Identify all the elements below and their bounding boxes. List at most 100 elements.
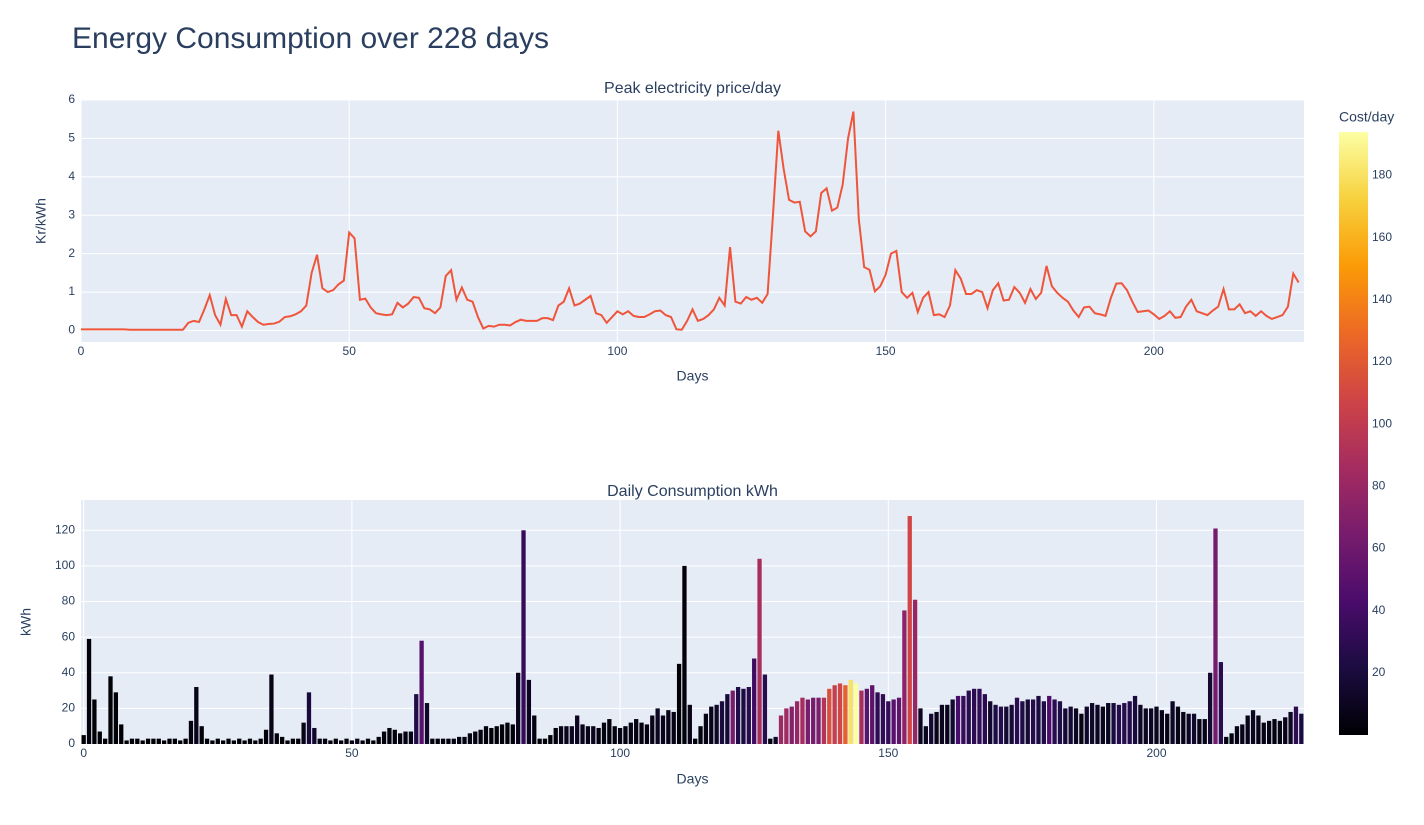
bar [360,740,365,744]
bar [156,738,161,744]
bar [1063,708,1068,744]
figure-title: Energy Consumption over 228 days [72,22,549,55]
bar [628,722,633,744]
bar [1025,699,1030,744]
bar [896,697,902,744]
bar [1181,711,1186,744]
y-tick-label: 1 [68,284,75,298]
bar [392,729,397,744]
bar [467,733,473,744]
bar [349,740,355,744]
bar [548,735,553,744]
bar [231,740,237,744]
bar [918,708,923,744]
bar [457,736,462,744]
y-tick-label: 2 [68,246,75,260]
bar [403,731,408,744]
bar [1165,713,1170,744]
bar [328,740,333,744]
bar [601,722,607,744]
y-tick-label: 0 [68,736,75,750]
bar [92,699,97,744]
bar [725,694,730,744]
bar [1293,706,1299,744]
bar [194,687,199,744]
bar [306,692,312,744]
y-tick-label: 20 [62,701,76,715]
x-tick-label: 0 [80,746,87,760]
bar [478,729,483,744]
bar [864,688,869,744]
bar [961,695,966,744]
bar [1084,706,1089,744]
bar [676,663,682,744]
bar [1116,704,1122,744]
bar [794,701,800,744]
bar [188,720,194,744]
bar [993,704,998,744]
x-tick-label: 0 [78,344,85,358]
bar [929,713,934,744]
bar [516,672,521,744]
bar [398,733,403,744]
y-tick-label: 3 [68,207,75,221]
y-tick-label: 100 [55,558,75,572]
bar [505,722,510,744]
bar [1207,672,1213,744]
x-tick-label: 200 [1146,746,1166,760]
subplot-title: Peak electricity price/day [604,80,781,97]
bar [1197,719,1202,744]
bar [1277,720,1283,744]
bar [639,722,644,744]
bar [655,708,660,744]
bar [204,738,210,744]
bar [623,726,628,744]
colorbar-tick-label: 80 [1372,479,1386,493]
bar [408,731,414,744]
bar [280,736,285,744]
bar [129,738,135,744]
bar [226,738,231,744]
colorbar-tick-label: 140 [1372,292,1392,306]
bar [988,701,993,744]
bar [693,738,698,744]
bar [870,685,875,744]
bar [440,738,446,744]
bar [768,738,773,744]
bar [1052,699,1057,744]
bar [843,685,848,744]
bar [199,726,204,744]
colorbar-tick-label: 160 [1372,230,1392,244]
bar [1095,704,1100,744]
bar [837,683,843,744]
bar [1106,703,1111,744]
bar [800,697,805,744]
bar [719,701,725,744]
bar [848,679,853,744]
bar [1261,722,1266,744]
bar [752,658,757,744]
bar [875,692,880,744]
bar [778,715,784,744]
bar [376,736,381,744]
bar [762,674,768,744]
bar [510,724,515,744]
bar [365,738,371,744]
bar [161,740,167,744]
bar [735,687,741,744]
bar [698,726,703,744]
bar [1159,710,1164,744]
bar [773,736,778,744]
colorbar-tick-label: 20 [1372,665,1386,679]
bar [145,738,151,744]
subplot-title: Daily Consumption kWh [607,483,778,500]
bar [247,738,253,744]
bar [435,738,440,744]
bar [301,722,306,744]
bar [221,740,226,744]
bar [424,703,430,744]
bar [1041,701,1046,744]
bar [1079,713,1084,744]
y-tick-label: 80 [62,594,76,608]
